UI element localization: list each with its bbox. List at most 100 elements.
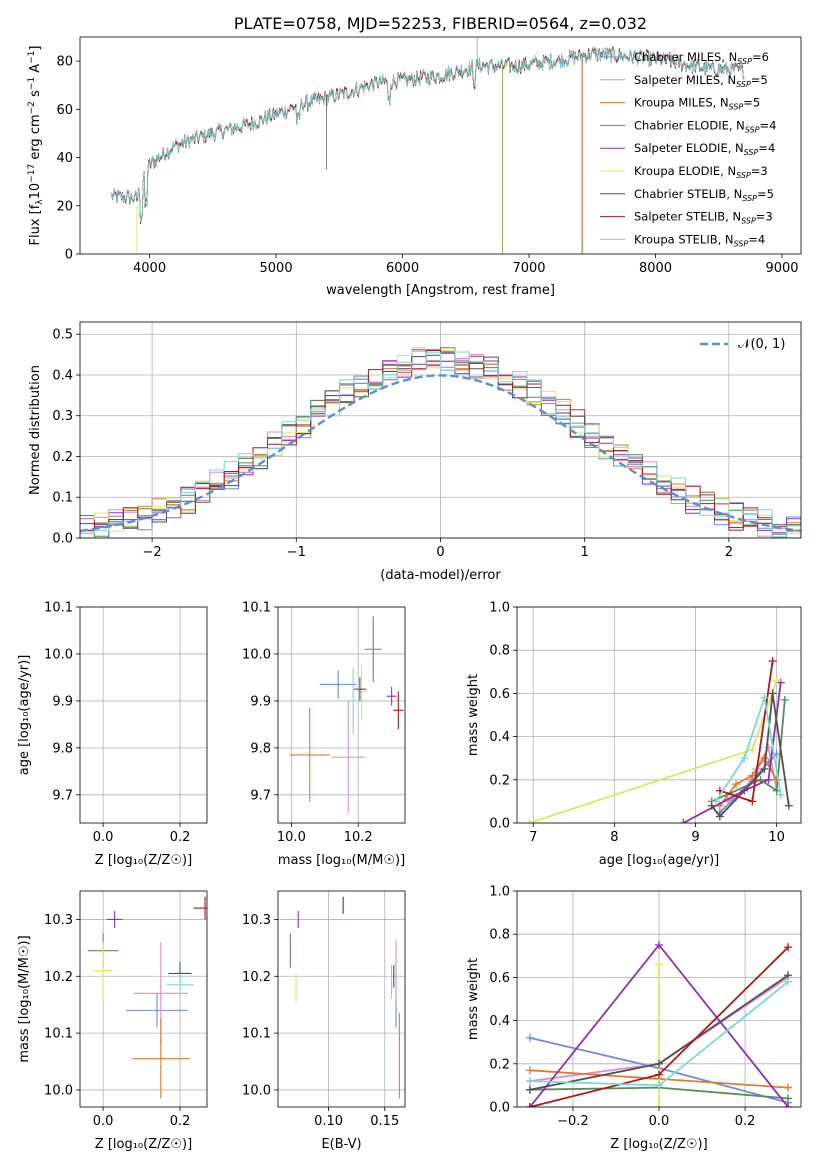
errorbar — [131, 1018, 190, 1099]
ylabel-part: A — [28, 64, 43, 77]
y-tick-label: 10.0 — [242, 647, 271, 662]
weight-marker — [768, 689, 777, 698]
ylabel-part: erg cm — [28, 114, 43, 163]
histogram-steps — [80, 347, 801, 538]
legend-entry: Chabrier STELIB, NSSP=5 — [634, 187, 774, 203]
errorbars — [289, 896, 400, 1099]
x-tick-label: 10 — [768, 830, 785, 845]
legend-sub: SSP — [745, 125, 760, 134]
x-tick-label: −0.2 — [557, 1114, 589, 1129]
x-tick-label: 0.15 — [370, 1114, 399, 1129]
x-tick-label: 0 — [436, 545, 444, 560]
legend-entry: Kroupa STELIB, NSSP=4 — [634, 232, 765, 248]
weight-marker — [525, 1077, 534, 1086]
spectrum-axes: 4000 5000 6000 7000 8000 9000 0 20 40 60 80 PLATE=0… — [27, 14, 802, 298]
weight-marker — [776, 790, 785, 799]
legend-sub: SSP — [736, 171, 751, 180]
legend-value: =5 — [751, 73, 768, 87]
y-tick-label: 9.9 — [52, 694, 73, 709]
legend-name: Salpeter STELIB, N — [634, 210, 741, 224]
weight-vs-age-axes: 7 8 9 10 0.0 0.2 0.4 0.6 0.8 1.0 age [log₁₀(age/yr… — [466, 601, 802, 868]
x-tick-label: 1 — [581, 545, 589, 560]
legend-name: Salpeter ELODIE, N — [634, 141, 744, 155]
x-tick-label: 0.10 — [314, 1114, 343, 1129]
weight-marker — [784, 1103, 793, 1107]
axes-frame — [79, 321, 802, 539]
y-tick-label: 9.8 — [52, 741, 73, 756]
legend-sub: SSP — [744, 148, 759, 157]
y-tick-label: 0.0 — [489, 817, 510, 832]
errorbar — [106, 910, 123, 928]
spectrum-xlabel: wavelength [Angstrom, rest frame] — [326, 283, 555, 298]
histogram-xlabel: (data-model)/error — [380, 568, 501, 583]
normal-curve — [80, 374, 801, 533]
x-tick-label: 5000 — [260, 261, 293, 276]
ylabel-part: ] — [28, 46, 43, 51]
y-tick-label: 0.5 — [52, 328, 73, 343]
weight-vs-Z-ylabel: mass weight — [466, 958, 481, 1040]
weight-marker — [760, 693, 769, 702]
histogram-ylabel: Normed distribution — [28, 365, 43, 495]
weight-marker — [760, 765, 769, 773]
weight-marker — [740, 754, 749, 763]
y-tick-label: 0.4 — [52, 368, 73, 383]
y-tick-label: 1.0 — [489, 885, 510, 900]
y-tick-label: 0.6 — [489, 971, 510, 986]
age-vs-mass-axes: 10.0 10.2 9.7 9.8 9.9 10.0 10.1 mass [log₁₀(M/M… — [242, 601, 406, 868]
y-tick-label: 0.6 — [489, 687, 510, 702]
legend-name: Chabrier ELODIE, N — [634, 118, 745, 132]
weight-lines — [525, 941, 793, 1107]
legend-sub: SSP — [741, 217, 756, 226]
mass-vs-EBV-axes: 0.10 0.15 10.0 10.1 10.2 10.3 E(B-V) — [242, 890, 406, 1152]
ylabel-part: −1 — [27, 51, 37, 64]
legend-value: =6 — [752, 50, 769, 64]
legend-entry: Salpeter STELIB, NSSP=3 — [634, 210, 773, 226]
weight-line — [682, 682, 782, 823]
legend-name: Chabrier MILES, N — [634, 50, 737, 64]
axes-frame — [277, 890, 406, 1108]
weight-vs-Z-axes: −0.2 0.0 0.2 0.0 0.2 0.4 0.6 0.8 1.0 Z [log₁₀(Z/Z… — [466, 885, 802, 1152]
spectrum-lines — [111, 37, 745, 254]
x-tick-label: 10.2 — [344, 830, 373, 845]
errorbars — [88, 616, 217, 813]
y-tick-label: 20 — [56, 199, 73, 214]
x-tick-label: 0.0 — [649, 1114, 670, 1129]
x-tick-label: 9000 — [765, 261, 798, 276]
weight-marker — [764, 775, 773, 784]
weight-marker — [679, 819, 688, 823]
legend-sub: SSP — [742, 194, 757, 203]
weight-marker — [655, 960, 663, 969]
weight-marker — [525, 1085, 534, 1094]
legend-sub: SSP — [729, 103, 744, 112]
axes-frame — [516, 890, 802, 1108]
legend-entry: Salpeter MILES, NSSP=5 — [634, 73, 768, 89]
errorbar — [126, 993, 188, 1028]
y-tick-label: 10.1 — [44, 1027, 73, 1042]
legend-value: =3 — [756, 210, 773, 224]
weight-marker — [655, 1059, 663, 1068]
mass-vs-Z-xlabel: Z [log₁₀(Z/Z☉)] — [95, 1137, 192, 1152]
y-tick-label: 0 — [65, 248, 73, 263]
weight-marker — [655, 1081, 663, 1090]
legend-value: =4 — [748, 232, 765, 246]
y-tick-label: 80 — [56, 55, 73, 70]
y-tick-label: 1.0 — [489, 601, 510, 616]
legend-entry: Kroupa MILES, NSSP=5 — [634, 96, 760, 112]
weight-marker — [655, 1070, 663, 1079]
errorbar — [319, 670, 357, 699]
weight-vs-age-ylabel: mass weight — [466, 674, 481, 756]
y-tick-label: 9.9 — [250, 694, 271, 709]
errorbar — [105, 687, 124, 706]
weight-vs-Z-xlabel: Z [log₁₀(Z/Z☉)] — [610, 1137, 707, 1152]
legend-name: Chabrier STELIB, N — [634, 187, 742, 201]
axes-frame — [516, 606, 802, 824]
spectrum-title: PLATE=0758, MJD=52253, FIBERID=0564, z=0… — [234, 14, 647, 33]
age-vs-mass-xlabel: mass [log₁₀(M/M☉)] — [278, 853, 405, 868]
y-tick-label: 10.1 — [242, 601, 271, 616]
weight-marker — [525, 819, 534, 823]
legend-entry: Chabrier MILES, NSSP=6 — [634, 50, 769, 66]
weight-line — [715, 697, 782, 802]
weight-line — [528, 680, 778, 823]
y-tick-label: 0.3 — [52, 409, 73, 424]
